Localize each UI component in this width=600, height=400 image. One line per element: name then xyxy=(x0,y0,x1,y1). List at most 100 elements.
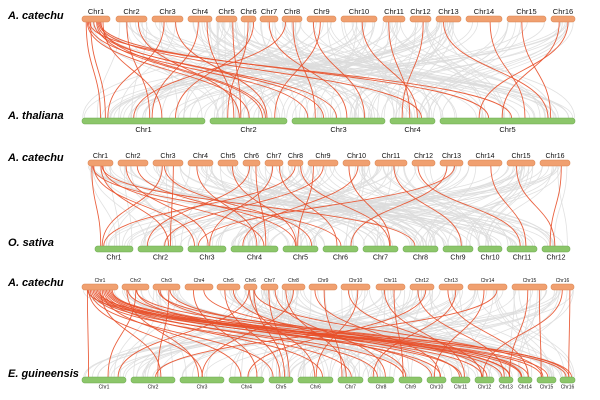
highlight-link xyxy=(501,21,560,119)
background-link xyxy=(166,21,412,119)
bottom-chromosome-bar xyxy=(337,376,364,384)
background-link xyxy=(309,165,436,247)
highlight-link xyxy=(196,165,258,247)
top-chromosome-bar xyxy=(307,159,339,167)
top-chromosome-bar xyxy=(184,283,214,291)
top-chromosome-label: Chr1 xyxy=(93,153,108,160)
highlight-link xyxy=(100,165,170,247)
bottom-chromosome-bar xyxy=(559,376,576,384)
bottom-chromosome-label: Chr5 xyxy=(293,255,308,262)
bottom-chromosome-bar xyxy=(209,117,288,125)
top-chromosome-bar xyxy=(81,283,119,291)
top-chromosome-bar xyxy=(217,159,239,167)
bottom-chromosome-bar xyxy=(230,245,279,253)
background-link xyxy=(377,21,398,119)
background-link xyxy=(451,289,555,378)
top-chromosome-label: Chr11 xyxy=(384,7,404,16)
background-link xyxy=(451,21,554,119)
bottom-chromosome-label: Chr3 xyxy=(197,385,208,391)
background-link xyxy=(392,289,502,378)
highlight-link xyxy=(401,21,424,119)
bottom-chromosome-label: Chr10 xyxy=(480,255,499,262)
highlight-link xyxy=(163,165,313,247)
highlight-link xyxy=(106,289,442,378)
highlight-link xyxy=(253,289,286,378)
background-link xyxy=(114,165,162,247)
background-link xyxy=(267,165,284,247)
highlight-link xyxy=(126,289,199,378)
background-link xyxy=(286,289,459,378)
background-link xyxy=(230,165,455,247)
highlight-link xyxy=(388,21,411,119)
top-chromosome-label: Chr2 xyxy=(130,278,141,284)
background-link xyxy=(395,21,417,119)
background-link xyxy=(256,165,385,247)
highlight-link xyxy=(87,289,543,378)
background-link xyxy=(264,165,302,247)
bottom-chromosome-bar xyxy=(498,376,514,384)
highlight-link xyxy=(297,165,314,247)
bottom-chromosome-bar xyxy=(426,376,447,384)
bottom-chromosome-bar xyxy=(362,245,399,253)
top-chromosome-label: Chr8 xyxy=(288,153,303,160)
background-link xyxy=(362,165,514,247)
top-chromosome-bar xyxy=(550,15,576,23)
highlight-link xyxy=(383,289,465,378)
highlight-link xyxy=(482,289,563,378)
background-link xyxy=(160,289,174,378)
highlight-link xyxy=(300,165,391,247)
panel3-top-species-label: A. catechu xyxy=(8,277,64,289)
bottom-chromosome-label: Chr2 xyxy=(148,385,159,391)
bottom-chromosome-bar xyxy=(450,376,471,384)
bottom-chromosome-label: Chr12 xyxy=(478,385,492,391)
top-chromosome-label: Chr12 xyxy=(414,153,433,160)
top-chromosome-label: Chr15 xyxy=(516,7,536,16)
top-chromosome-bar xyxy=(306,15,337,23)
background-link xyxy=(113,289,155,378)
background-link xyxy=(140,165,311,247)
bottom-chromosome-label: Chr4 xyxy=(247,255,262,262)
bottom-chromosome-bar xyxy=(81,117,206,125)
synteny-panel-2: Chr1 Chr2 Chr3 Chr4 Chr5 Chr6 Chr7 Chr8 Chr9 Chr1… xyxy=(87,153,571,262)
background-link xyxy=(234,21,405,119)
background-link xyxy=(229,21,556,119)
highlight-link xyxy=(103,165,296,247)
top-chromosome-bar xyxy=(438,283,464,291)
top-chromosome-bar xyxy=(87,159,114,167)
bottom-chromosome-bar xyxy=(179,376,225,384)
highlight-link xyxy=(231,165,297,247)
highlight-link xyxy=(268,21,348,119)
highlight-link xyxy=(89,21,513,119)
top-chromosome-bar xyxy=(115,15,148,23)
background-link xyxy=(118,21,176,119)
background-link xyxy=(362,165,551,247)
highlight-link xyxy=(314,289,441,378)
bottom-chromosome-bar xyxy=(402,245,439,253)
background-link xyxy=(517,289,531,378)
highlight-link xyxy=(538,289,542,378)
bottom-chromosome-bar xyxy=(506,245,538,253)
highlight-link xyxy=(107,289,137,378)
top-chromosome-label: Chr2 xyxy=(125,153,140,160)
top-chromosome-label: Chr6 xyxy=(240,7,256,16)
background-link xyxy=(393,165,492,247)
top-chromosome-bar xyxy=(382,15,406,23)
background-link xyxy=(140,289,435,378)
top-chromosome-label: Chr4 xyxy=(192,7,208,16)
highlight-link xyxy=(91,165,102,247)
bottom-chromosome-label: Chr16 xyxy=(561,385,575,391)
top-chromosome-label: Chr16 xyxy=(556,278,570,284)
top-chromosome-bar xyxy=(308,283,338,291)
top-chromosome-label: Chr5 xyxy=(218,7,234,16)
background-link xyxy=(147,289,256,378)
background-link xyxy=(427,21,569,119)
background-link xyxy=(131,21,148,119)
bottom-chromosome-label: Chr4 xyxy=(241,385,252,391)
top-chromosome-label: Chr5 xyxy=(220,153,235,160)
highlight-link xyxy=(99,21,490,119)
top-chromosome-bar xyxy=(243,283,258,291)
top-chromosome-bar xyxy=(152,283,181,291)
top-chromosome-bar xyxy=(259,15,279,23)
bottom-chromosome-label: Chr8 xyxy=(413,255,428,262)
bottom-chromosome-bar xyxy=(130,376,176,384)
